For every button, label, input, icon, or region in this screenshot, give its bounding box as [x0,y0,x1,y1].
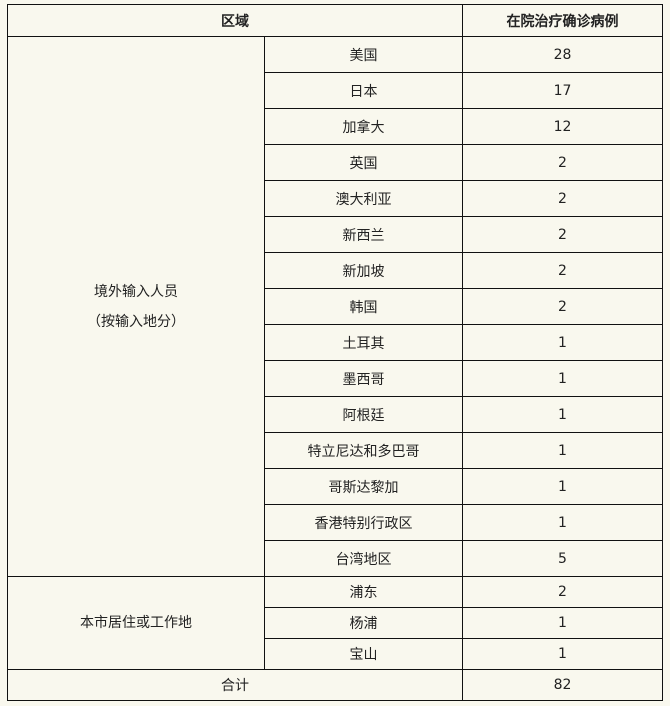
table-row: 新西兰 2 [8,216,663,253]
case-count: 2 [462,180,663,217]
region-name: 宝山 [264,638,463,670]
region-name: 英国 [264,144,463,181]
table-row: 加拿大 12 [8,108,663,145]
table-row: 宝山 1 [8,638,663,670]
header-row: 区域 在院治疗确诊病例 [7,4,663,37]
group-label-line: 境外输入人员 [94,283,178,300]
region-name: 韩国 [264,288,463,325]
table-row: 阿根廷 1 [8,396,663,433]
table-row: 特立尼达和多巴哥 1 [8,432,663,469]
table-row: 本市居住或工作地 浦东 2 [7,576,663,670]
header-count: 在院治疗确诊病例 [462,4,663,37]
table-row: 英国 2 [8,144,663,181]
case-count: 1 [462,432,663,469]
case-count: 1 [462,607,663,639]
region-name: 澳大利亚 [264,180,463,217]
region-name: 美国 [264,36,463,73]
table-row: 杨浦 1 [8,607,663,639]
case-count: 17 [462,72,663,109]
case-count: 12 [462,108,663,145]
region-name: 浦东 [264,576,463,608]
region-name: 加拿大 [264,108,463,145]
region-name: 新西兰 [264,216,463,253]
case-count: 2 [462,216,663,253]
case-count: 1 [462,468,663,505]
table-row: 新加坡 2 [8,252,663,289]
table-row: 哥斯达黎加 1 [8,468,663,505]
case-count: 1 [462,638,663,670]
table-row: 韩国 2 [8,288,663,325]
table-row: 境外输入人员 （按输入地分） 美国 28 [7,36,663,577]
case-count: 1 [462,396,663,433]
region-name: 杨浦 [264,607,463,639]
cases-table: 区域 在院治疗确诊病例 境外输入人员 （按输入地分） 美国 28 日本 17 加拿大 12 英国… [7,4,663,701]
region-name: 台湾地区 [264,540,463,577]
group-label: 境外输入人员 （按输入地分） [7,36,265,577]
case-count: 2 [462,288,663,325]
case-count: 2 [462,576,663,608]
region-name: 特立尼达和多巴哥 [264,432,463,469]
table-row: 日本 17 [8,72,663,109]
region-name: 墨西哥 [264,360,463,397]
total-row: 合计 82 [7,669,663,701]
case-count: 1 [462,324,663,361]
region-name: 日本 [264,72,463,109]
group-label: 本市居住或工作地 [7,576,265,670]
case-count: 2 [462,252,663,289]
group-label-line: 本市居住或工作地 [80,615,192,631]
case-count: 2 [462,144,663,181]
case-count: 1 [462,504,663,541]
group-label-line: （按输入地分） [87,313,185,330]
region-name: 阿根廷 [264,396,463,433]
total-count: 82 [462,669,663,701]
region-name: 土耳其 [264,324,463,361]
region-name: 新加坡 [264,252,463,289]
case-count: 5 [462,540,663,577]
case-count: 28 [462,36,663,73]
region-name: 哥斯达黎加 [264,468,463,505]
table-row: 澳大利亚 2 [8,180,663,217]
region-name: 香港特别行政区 [264,504,463,541]
header-region: 区域 [7,4,463,37]
total-label: 合计 [7,669,463,701]
case-count: 1 [462,360,663,397]
